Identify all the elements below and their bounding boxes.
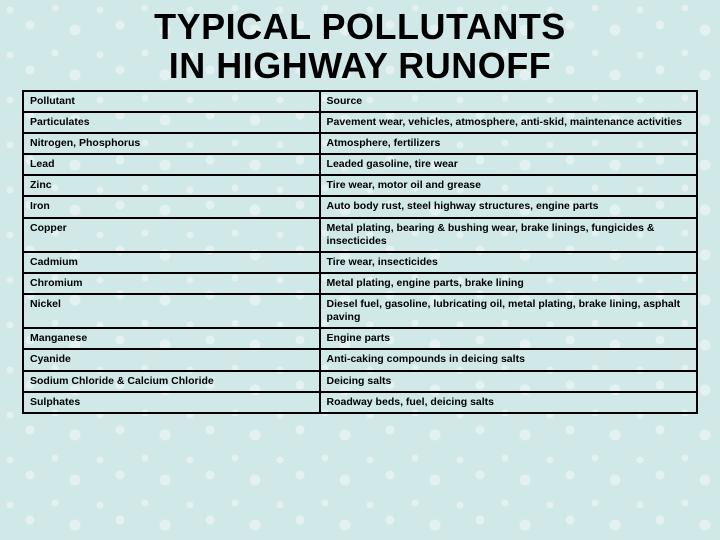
cell-source: Anti-caking compounds in deicing salts (320, 349, 697, 370)
cell-source: Deicing salts (320, 371, 697, 392)
table-header-row: Pollutant Source (23, 91, 697, 112)
table-row: Iron Auto body rust, steel highway struc… (23, 196, 697, 217)
cell-source: Metal plating, engine parts, brake linin… (320, 273, 697, 294)
pollutants-table: Pollutant Source Particulates Pavement w… (22, 90, 698, 414)
cell-source: Roadway beds, fuel, deicing salts (320, 392, 697, 413)
cell-source: Tire wear, motor oil and grease (320, 175, 697, 196)
slide-container: TYPICAL POLLUTANTS IN HIGHWAY RUNOFF Pol… (0, 0, 720, 540)
header-pollutant: Pollutant (23, 91, 320, 112)
cell-source: Tire wear, insecticides (320, 252, 697, 273)
header-source: Source (320, 91, 697, 112)
table-row: Zinc Tire wear, motor oil and grease (23, 175, 697, 196)
table-row: Copper Metal plating, bearing & bushing … (23, 218, 697, 252)
page-title: TYPICAL POLLUTANTS IN HIGHWAY RUNOFF (22, 8, 698, 86)
cell-pollutant: Cyanide (23, 349, 320, 370)
cell-pollutant: Chromium (23, 273, 320, 294)
cell-pollutant: Cadmium (23, 252, 320, 273)
cell-pollutant: Sulphates (23, 392, 320, 413)
table-row: Sodium Chloride & Calcium Chloride Deici… (23, 371, 697, 392)
cell-pollutant: Nickel (23, 294, 320, 328)
title-line-2: IN HIGHWAY RUNOFF (169, 45, 552, 86)
cell-pollutant: Manganese (23, 328, 320, 349)
cell-pollutant: Lead (23, 154, 320, 175)
cell-source: Engine parts (320, 328, 697, 349)
cell-pollutant: Zinc (23, 175, 320, 196)
cell-pollutant: Particulates (23, 112, 320, 133)
table-row: Nitrogen, Phosphorus Atmosphere, fertili… (23, 133, 697, 154)
cell-source: Atmosphere, fertilizers (320, 133, 697, 154)
cell-pollutant: Copper (23, 218, 320, 252)
table-row: Particulates Pavement wear, vehicles, at… (23, 112, 697, 133)
table-row: Cadmium Tire wear, insecticides (23, 252, 697, 273)
table-row: Sulphates Roadway beds, fuel, deicing sa… (23, 392, 697, 413)
cell-pollutant: Nitrogen, Phosphorus (23, 133, 320, 154)
cell-pollutant: Sodium Chloride & Calcium Chloride (23, 371, 320, 392)
cell-source: Diesel fuel, gasoline, lubricating oil, … (320, 294, 697, 328)
table-row: Manganese Engine parts (23, 328, 697, 349)
title-line-1: TYPICAL POLLUTANTS (154, 6, 566, 47)
table-row: Chromium Metal plating, engine parts, br… (23, 273, 697, 294)
cell-source: Pavement wear, vehicles, atmosphere, ant… (320, 112, 697, 133)
cell-pollutant: Iron (23, 196, 320, 217)
cell-source: Metal plating, bearing & bushing wear, b… (320, 218, 697, 252)
table-row: Lead Leaded gasoline, tire wear (23, 154, 697, 175)
cell-source: Leaded gasoline, tire wear (320, 154, 697, 175)
table-row: Cyanide Anti-caking compounds in deicing… (23, 349, 697, 370)
cell-source: Auto body rust, steel highway structures… (320, 196, 697, 217)
table-row: Nickel Diesel fuel, gasoline, lubricatin… (23, 294, 697, 328)
